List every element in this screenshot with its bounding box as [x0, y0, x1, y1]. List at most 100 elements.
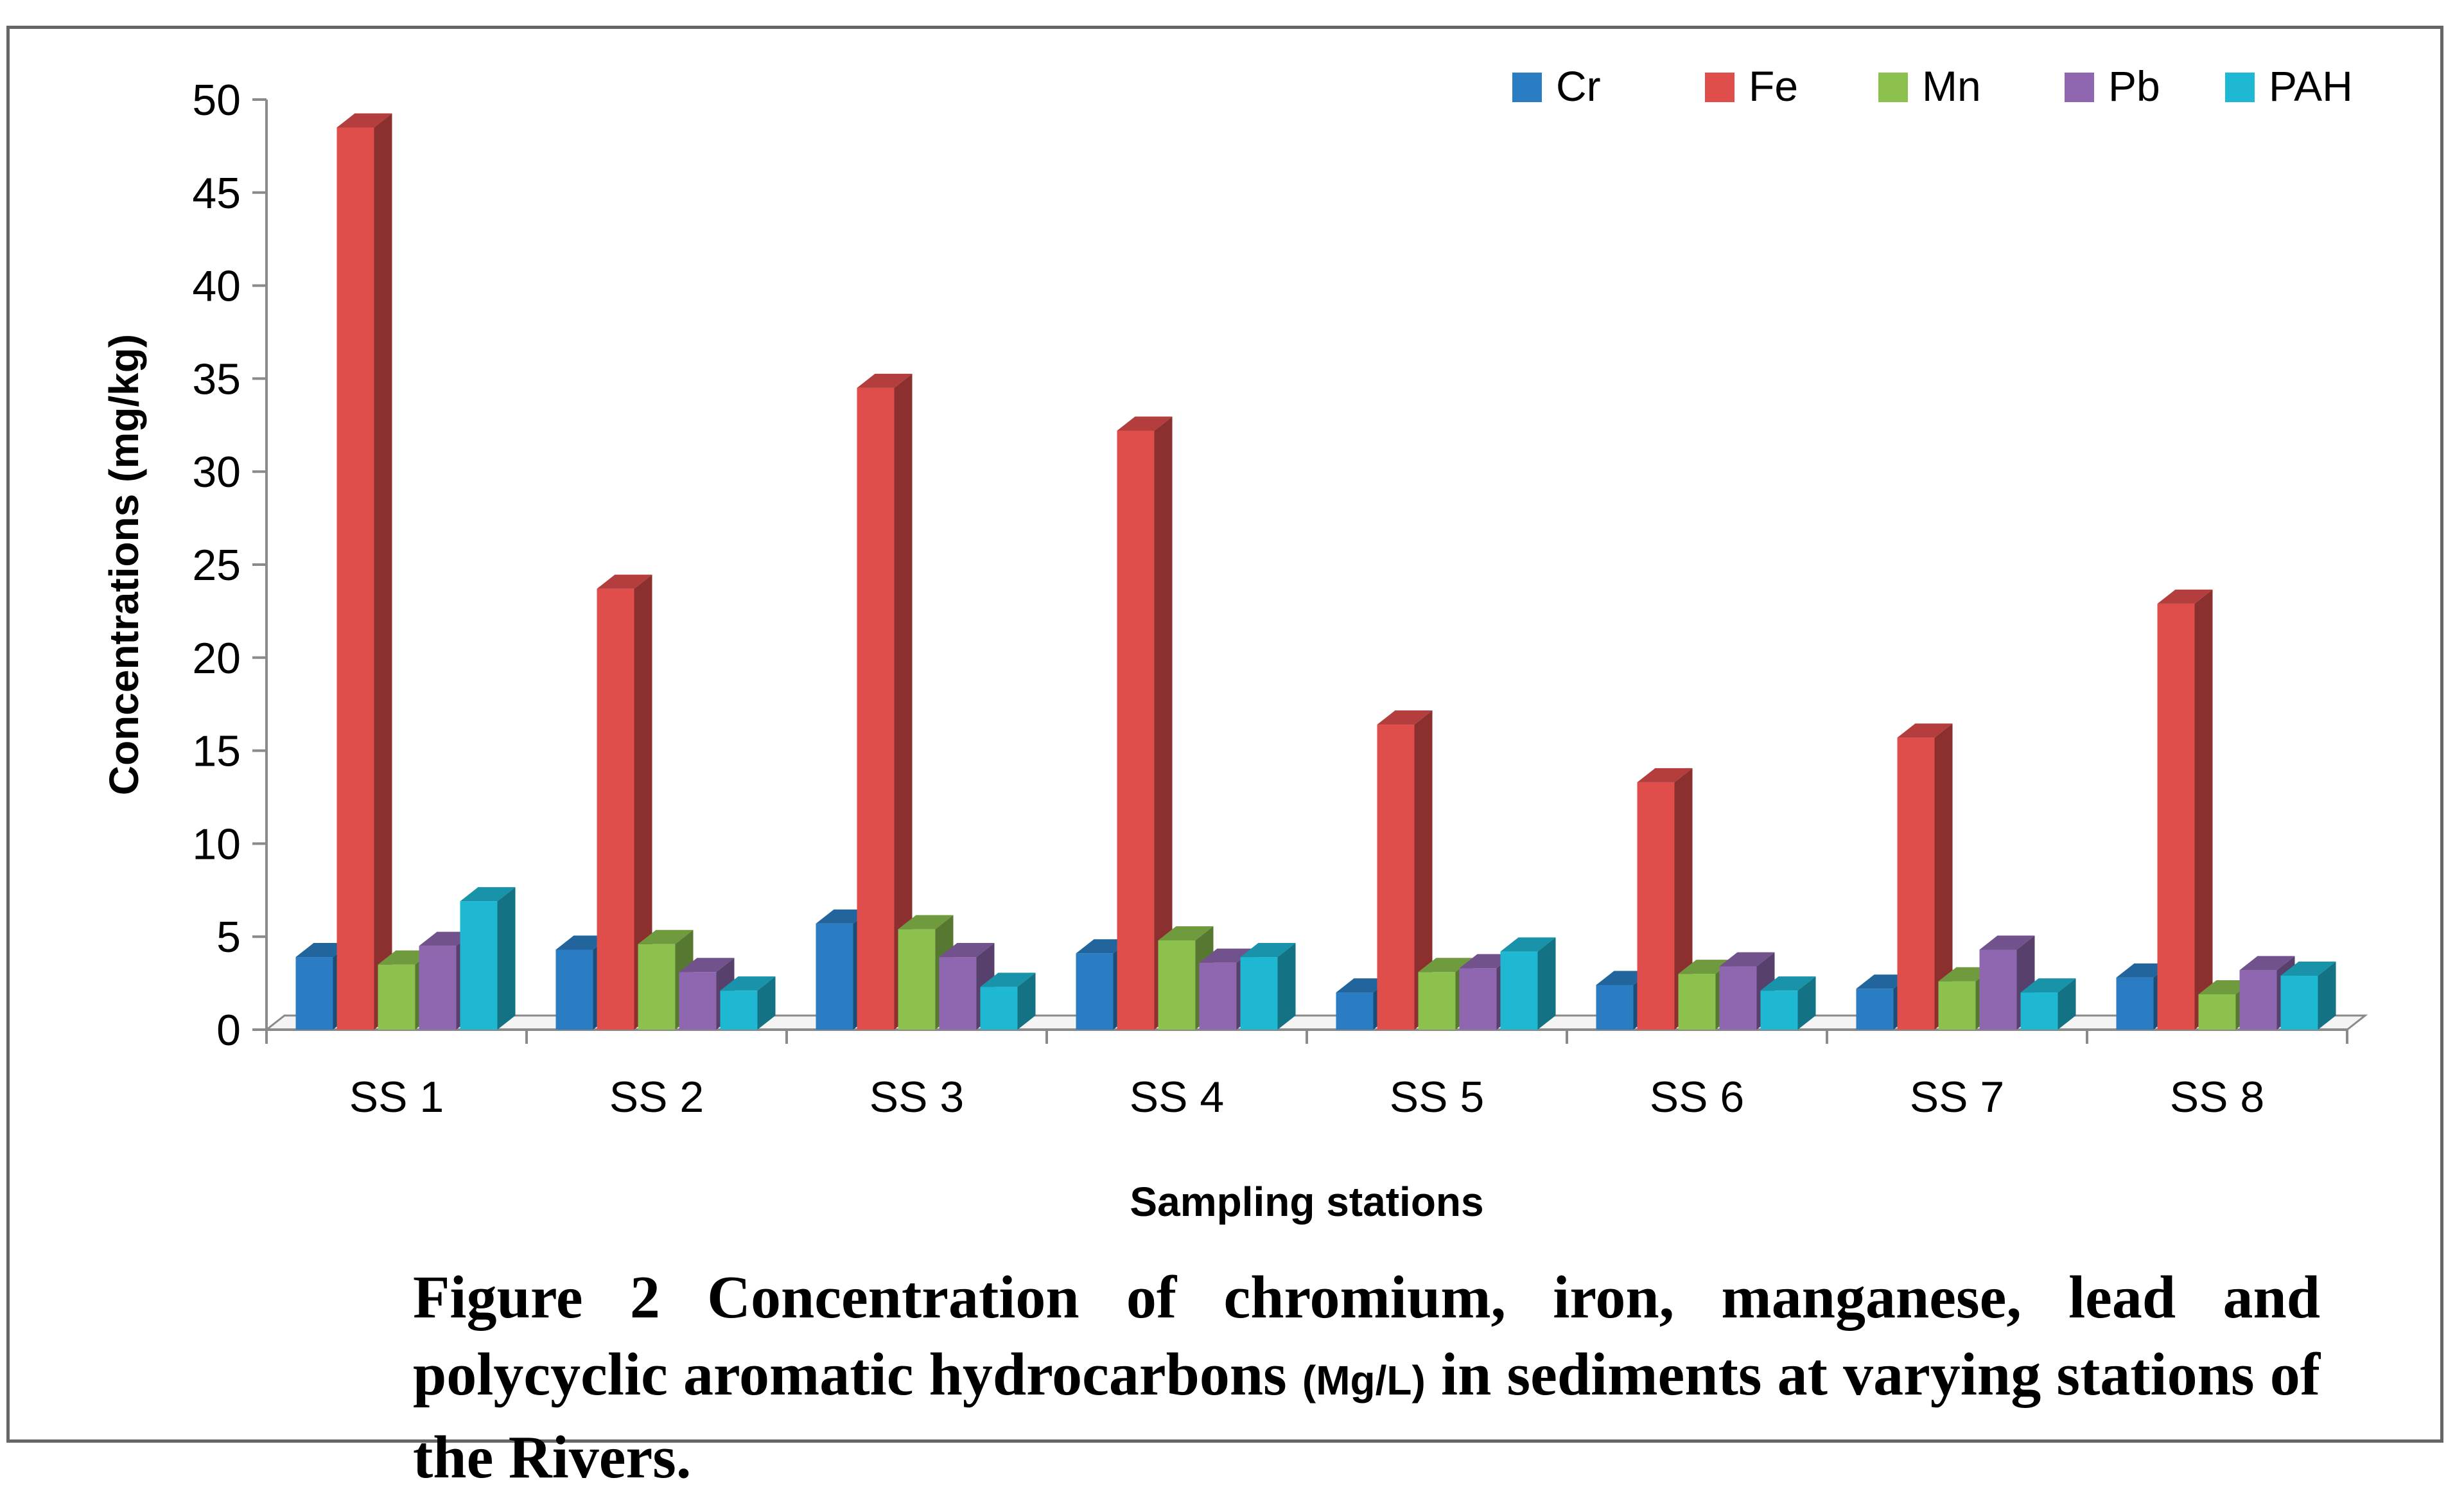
bar-top	[1979, 935, 2035, 950]
y-tick-label: 20	[192, 634, 241, 683]
x-tick-label: SS 8	[2170, 1073, 2264, 1122]
bar-front	[1459, 968, 1497, 1030]
caption-unit: (Mg/L)	[1302, 1357, 1426, 1404]
bar-side	[374, 113, 392, 1030]
y-tick-label: 25	[192, 541, 241, 590]
bar-front	[295, 957, 333, 1030]
x-tick-label: SS 4	[1130, 1073, 1224, 1122]
bar-front	[720, 990, 758, 1030]
bar-front	[1377, 725, 1415, 1030]
bar-top	[1240, 943, 1296, 958]
bar-front	[980, 987, 1018, 1030]
bar-fe-7	[1897, 723, 1953, 1030]
bar-side	[894, 373, 913, 1030]
legend-label-pb: Pb	[2108, 62, 2160, 110]
bar-front	[460, 901, 498, 1030]
bar-pah-5	[1500, 937, 1556, 1030]
bar-side	[634, 574, 652, 1030]
legend-swatch-cr	[1512, 73, 1542, 102]
bar-front	[1938, 981, 1976, 1030]
bar-top	[2020, 978, 2076, 993]
legend: Cr Fe Mn Pb PAH	[1512, 62, 2353, 110]
bar-top	[1158, 926, 1214, 940]
bar-top	[857, 373, 913, 388]
axes	[252, 98, 2368, 1044]
bar-top	[939, 943, 995, 958]
bar-top	[1500, 937, 1556, 952]
y-axis-title: Concentrations (mg/kg)	[101, 334, 147, 795]
bar-top	[980, 972, 1036, 987]
bar-front	[2280, 976, 2318, 1030]
bar-front	[1240, 957, 1278, 1030]
bar-top	[1117, 416, 1173, 431]
bar-pah-3	[980, 972, 1036, 1030]
y-tick-label: 10	[192, 820, 241, 868]
y-tick-label: 50	[192, 76, 241, 125]
bar-front	[2157, 603, 2195, 1030]
bar-pah-4	[1240, 943, 1296, 1030]
bar-fe-5	[1377, 710, 1433, 1030]
y-tick-label: 5	[216, 913, 241, 962]
chart: 0 5 10 15 20 25 30 35 40 45 50 SS 1 SS 2 SS 3 SS 4 SS 5…	[101, 62, 2368, 1225]
legend-swatch-mn	[1878, 73, 1908, 102]
bar-top	[1719, 952, 1775, 967]
bar-front	[939, 957, 977, 1030]
bar-front	[679, 972, 717, 1030]
bar-side	[1674, 768, 1693, 1030]
bar-top	[720, 976, 776, 991]
legend-swatch-pb	[2065, 73, 2094, 102]
figure-frame: 0 5 10 15 20 25 30 35 40 45 50 SS 1 SS 2 SS 3 SS 4 SS 5…	[6, 26, 2443, 1491]
bar-top	[1760, 976, 1816, 991]
bar-side	[497, 887, 516, 1030]
bar-side	[1797, 976, 1816, 1030]
bar-front	[816, 923, 853, 1030]
bar-front	[2239, 970, 2277, 1030]
bar-front	[2198, 994, 2236, 1030]
bar-pah-6	[1760, 976, 1816, 1030]
bar-side	[1154, 416, 1173, 1030]
x-tick-label: SS 7	[1910, 1073, 2004, 1122]
legend-label-cr: Cr	[1556, 62, 1601, 110]
bar-front	[2020, 992, 2058, 1030]
bar-front	[1637, 782, 1675, 1030]
x-tick-label: SS 1	[349, 1073, 444, 1122]
y-tick-label: 15	[192, 727, 241, 776]
bar-top	[2157, 589, 2213, 604]
bar-front	[1719, 966, 1757, 1030]
bar-front	[1076, 953, 1114, 1030]
bar-front	[336, 127, 374, 1030]
bar-pah-2	[720, 976, 776, 1030]
bar-top	[2280, 962, 2336, 976]
bar-side	[2318, 962, 2336, 1030]
bar-front	[555, 949, 593, 1030]
legend-label-pah: PAH	[2269, 62, 2353, 110]
bar-fe-1	[336, 113, 392, 1030]
bar-top	[460, 887, 516, 902]
bar-front	[419, 946, 457, 1030]
bar-front	[378, 964, 415, 1030]
bar-side	[757, 976, 776, 1030]
bar-side	[2194, 589, 2213, 1030]
bar-side	[1537, 937, 1556, 1030]
bar-top	[336, 113, 392, 128]
bar-front	[1897, 737, 1935, 1030]
bar-pah-1	[460, 887, 516, 1030]
y-tick-label: 35	[192, 355, 241, 403]
legend-swatch-fe	[1705, 73, 1734, 102]
bar-front	[638, 944, 676, 1030]
bar-top	[597, 574, 652, 589]
bar-top	[1377, 710, 1433, 725]
y-tick-label: 40	[192, 262, 241, 311]
bar-front	[1418, 972, 1456, 1030]
bar-top	[898, 915, 954, 929]
y-tick-label: 0	[216, 1006, 241, 1055]
bar-front	[1117, 430, 1155, 1030]
bar-fe-8	[2157, 589, 2213, 1030]
bar-front	[1760, 990, 1798, 1030]
labels: 0 5 10 15 20 25 30 35 40 45 50 SS 1 SS 2 SS 3 SS 4 SS 5…	[101, 76, 2264, 1225]
x-tick-label: SS 3	[869, 1073, 964, 1122]
y-tick-label: 30	[192, 448, 241, 497]
bar-side	[1277, 943, 1296, 1030]
bar-fe-6	[1637, 768, 1693, 1030]
bar-fe-3	[857, 373, 913, 1030]
